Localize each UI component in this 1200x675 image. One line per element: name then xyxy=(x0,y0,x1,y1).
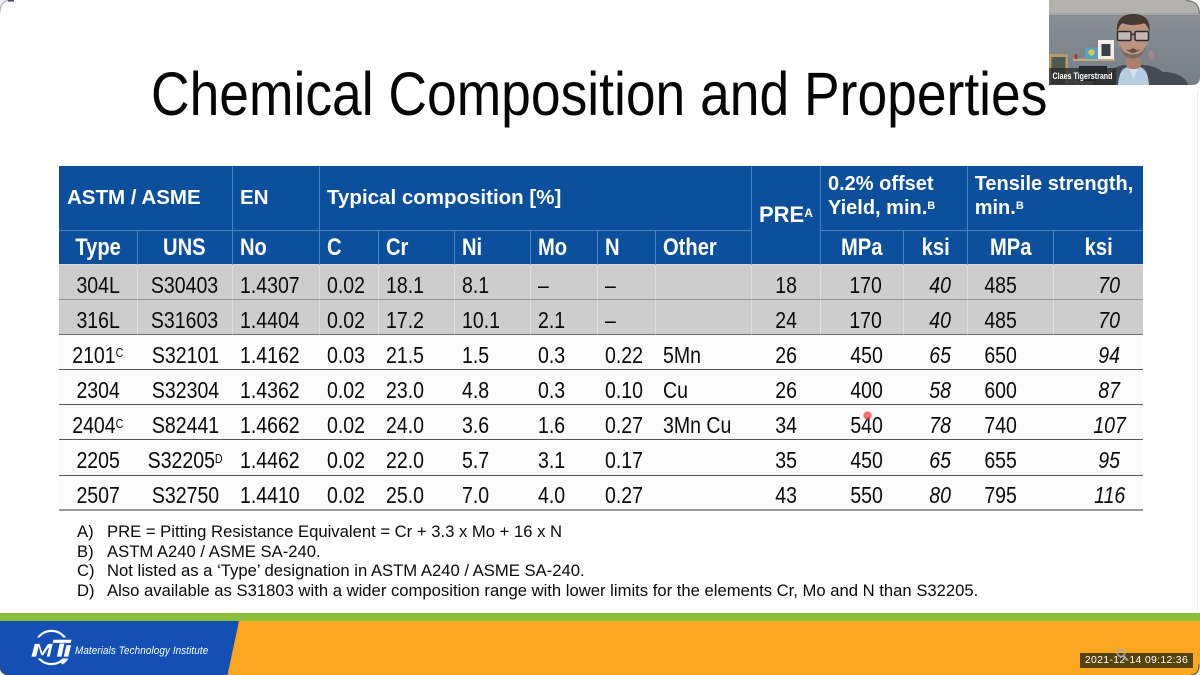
svg-text:Claes Tigerstrand: Claes Tigerstrand xyxy=(1053,70,1113,81)
